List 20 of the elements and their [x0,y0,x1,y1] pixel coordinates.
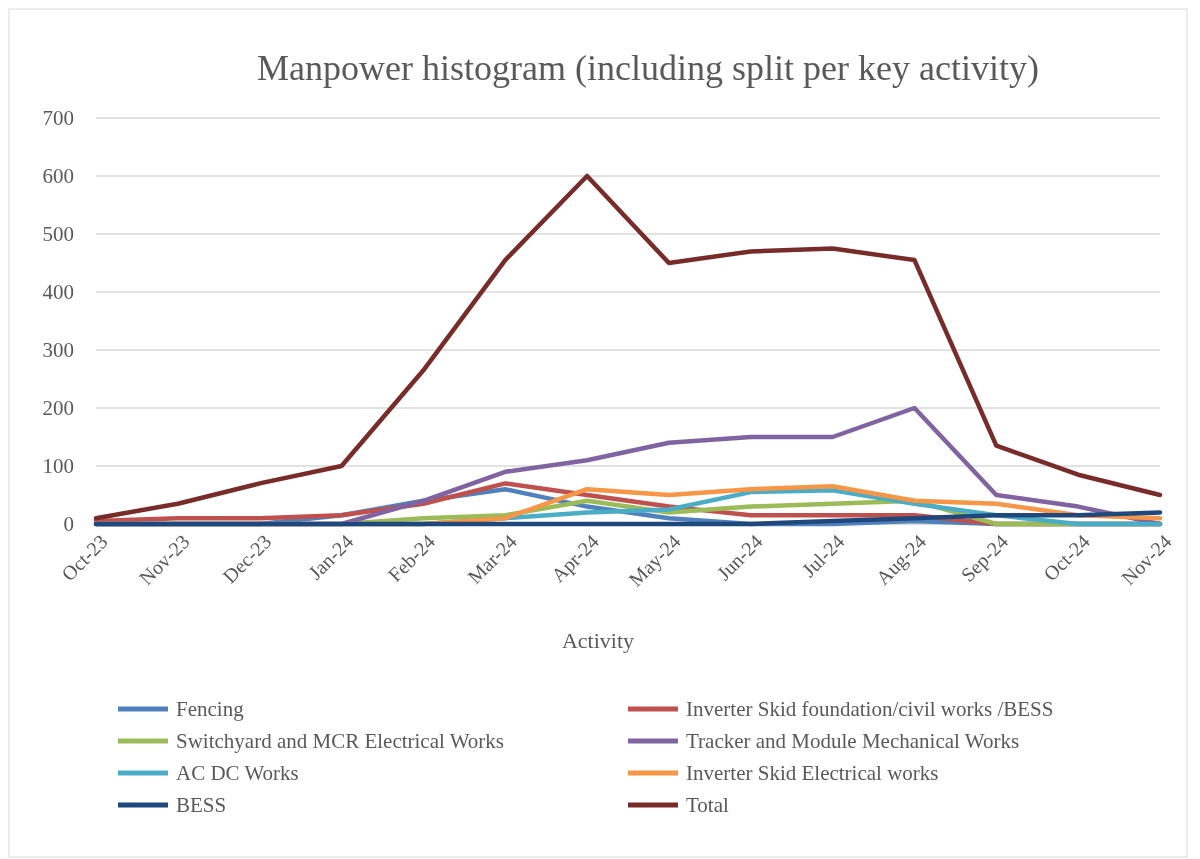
y-tick-label: 100 [42,454,74,479]
legend-label: Switchyard and MCR Electrical Works [176,729,505,754]
chart-title: Manpower histogram (including split per key activity) [257,48,1039,88]
legend-label: Inverter Skid Electrical works [686,761,939,786]
y-tick-label: 300 [42,338,74,363]
legend-label: Inverter Skid foundation/civil works /BESS [686,697,1054,722]
y-tick-label: 700 [42,106,74,131]
legend-label: Total [686,793,730,818]
y-tick-label: 0 [63,512,74,537]
y-tick-label: 400 [42,280,74,305]
legend-label: BESS [176,793,227,818]
legend-label: Tracker and Module Mechanical Works [686,729,1020,754]
x-axis-title: Activity [561,628,635,653]
y-tick-label: 600 [42,164,74,189]
line-series [93,510,1163,527]
line-series [93,173,1163,521]
y-tick-label: 200 [42,396,74,421]
y-tick-label: 500 [42,222,74,247]
legend-label: AC DC Works [176,761,299,786]
legend-label: Fencing [176,697,245,722]
